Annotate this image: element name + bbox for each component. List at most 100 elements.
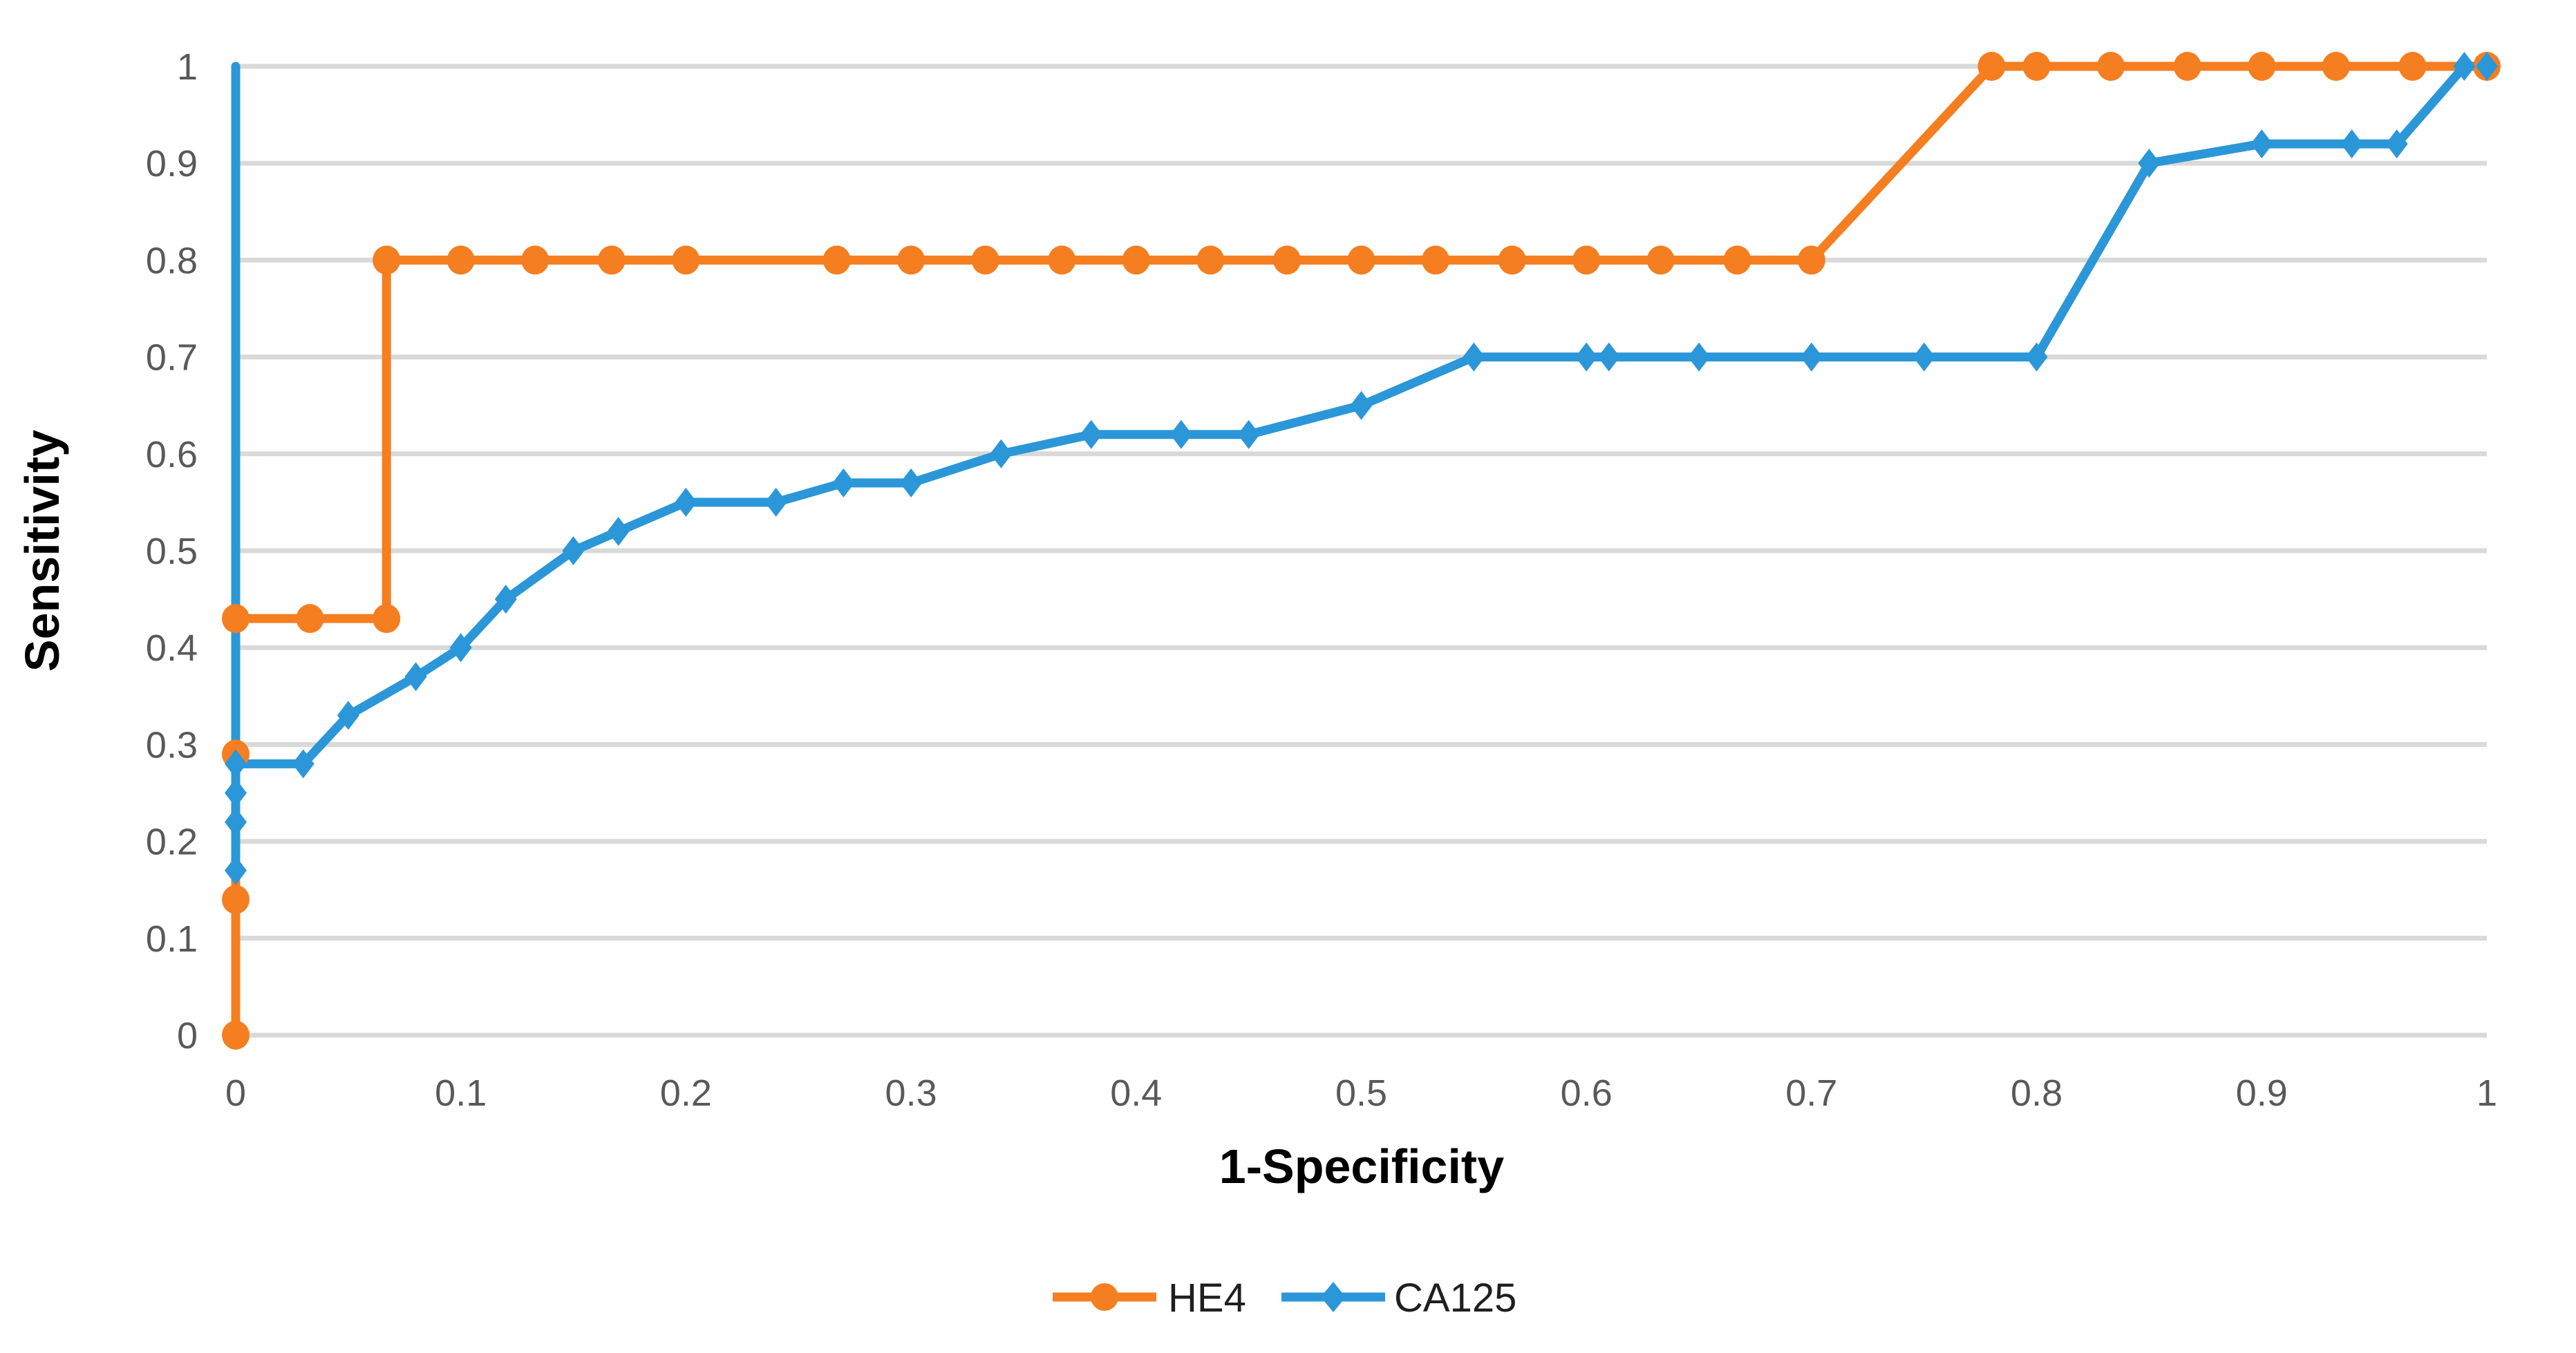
- ca125-point: [2025, 342, 2048, 372]
- x-tick-label: 0.9: [2236, 1072, 2288, 1114]
- he4-point: [1347, 245, 1375, 275]
- ca125-point: [990, 439, 1013, 469]
- ca125-point: [225, 807, 247, 837]
- ca125-point: [1463, 342, 1485, 372]
- he4-point: [1273, 245, 1301, 275]
- he4-point: [2022, 52, 2051, 81]
- y-tick-label: 0.7: [146, 337, 198, 379]
- ca125-point: [764, 487, 787, 517]
- he4-point: [222, 884, 250, 914]
- y-tick-label: 1: [177, 46, 198, 88]
- ca125-point: [337, 701, 359, 730]
- ca125-point: [607, 517, 630, 546]
- x-tick-label: 0.6: [1561, 1072, 1613, 1114]
- he4-point: [1048, 245, 1076, 275]
- he4-point: [373, 604, 401, 634]
- ca125-point: [2340, 129, 2363, 159]
- ca125-curve: [231, 62, 2492, 876]
- y-tick-label: 0.2: [146, 822, 198, 863]
- ca125-point: [1169, 419, 1192, 449]
- ca125-point: [2476, 52, 2498, 81]
- he4-legend-circle-icon: [1091, 1283, 1118, 1311]
- he4-point: [1797, 245, 1825, 275]
- ca125-point: [562, 536, 585, 565]
- he4-point: [2322, 52, 2350, 81]
- ca125-point: [1800, 342, 1823, 372]
- he4-point: [296, 604, 324, 634]
- legend: HE4 CA125: [1053, 1276, 1516, 1321]
- he4-point: [2173, 52, 2201, 81]
- x-tick-label: 0: [225, 1072, 246, 1114]
- series-markers: [222, 52, 2501, 1050]
- x-axis-tick-labels: 0 0.1 0.2 0.3 0.4 0.5 0.6 0.7 0.8 0.9 1: [225, 1072, 2497, 1114]
- he4-point: [446, 245, 475, 275]
- ca125-point: [1237, 419, 1260, 449]
- y-axis-tick-labels: 0 0.1 0.2 0.3 0.4 0.5 0.6 0.7 0.8 0.9 1: [146, 46, 198, 1057]
- ca125-point: [1912, 342, 1935, 372]
- ca125-point: [2138, 149, 2161, 178]
- he4-point: [1723, 245, 1751, 275]
- he4-point: [971, 245, 999, 275]
- ca125-point: [404, 662, 427, 692]
- he4-point: [373, 245, 401, 275]
- x-tick-label: 0.7: [1785, 1072, 1837, 1114]
- legend-label-ca125: CA125: [1394, 1276, 1516, 1321]
- ca125-point: [225, 749, 247, 779]
- ca125-point: [2250, 129, 2273, 159]
- x-tick-label: 0.4: [1110, 1072, 1162, 1114]
- he4-point: [897, 245, 925, 275]
- ca125-point: [1688, 342, 1711, 372]
- legend-item-ca125: CA125: [1281, 1276, 1516, 1321]
- x-tick-label: 0.8: [2011, 1072, 2062, 1114]
- ca125-point: [900, 468, 923, 498]
- ca125-point: [675, 487, 697, 517]
- he4-point: [222, 1021, 250, 1050]
- ca125-point: [449, 633, 472, 663]
- he4-point: [1498, 245, 1526, 275]
- ca125-point: [225, 778, 247, 808]
- ca125-point: [225, 855, 247, 885]
- ca125-point: [1575, 342, 1598, 372]
- y-tick-label: 0.8: [146, 240, 198, 281]
- y-tick-label: 0: [177, 1015, 198, 1057]
- he4-point: [2097, 52, 2125, 81]
- y-tick-label: 0.6: [146, 434, 198, 475]
- he4-point: [1122, 245, 1150, 275]
- ca125-point: [832, 468, 855, 498]
- he4-point: [1977, 52, 2006, 81]
- ca125-point: [2453, 52, 2476, 81]
- x-tick-label: 1: [2476, 1072, 2497, 1114]
- y-tick-label: 0.5: [146, 531, 198, 572]
- ca125-point: [1080, 419, 1102, 449]
- ca125-point: [1350, 390, 1373, 420]
- he4-point: [521, 245, 549, 275]
- he4-point: [222, 604, 250, 634]
- legend-label-he4: HE4: [1168, 1276, 1246, 1321]
- y-axis-title: Sensitivity: [15, 430, 69, 672]
- he4-point: [1572, 245, 1601, 275]
- he4-point: [597, 245, 626, 275]
- x-tick-label: 0.5: [1335, 1072, 1387, 1114]
- ca125-point: [2385, 129, 2408, 159]
- x-axis-title: 1-Specificity: [1219, 1139, 1504, 1193]
- he4-point: [1421, 245, 1449, 275]
- x-tick-label: 0.3: [885, 1072, 937, 1114]
- he4-point: [2248, 52, 2276, 81]
- ca125-point: [292, 749, 314, 779]
- he4-point: [1196, 245, 1225, 275]
- ca125-point: [1597, 342, 1620, 372]
- ca125-legend-diamond-icon: [1321, 1282, 1346, 1312]
- y-tick-label: 0.4: [146, 627, 198, 669]
- legend-item-he4: HE4: [1053, 1276, 1246, 1321]
- x-tick-label: 0.2: [660, 1072, 712, 1114]
- y-tick-label: 0.3: [146, 724, 198, 766]
- he4-point: [1646, 245, 1675, 275]
- he4-point: [2398, 52, 2427, 81]
- y-tick-label: 0.9: [146, 143, 198, 184]
- ca125-point: [494, 585, 517, 614]
- he4-point: [672, 245, 700, 275]
- he4-point: [822, 245, 851, 275]
- y-tick-label: 0.1: [146, 918, 198, 960]
- x-tick-label: 0.1: [435, 1072, 487, 1114]
